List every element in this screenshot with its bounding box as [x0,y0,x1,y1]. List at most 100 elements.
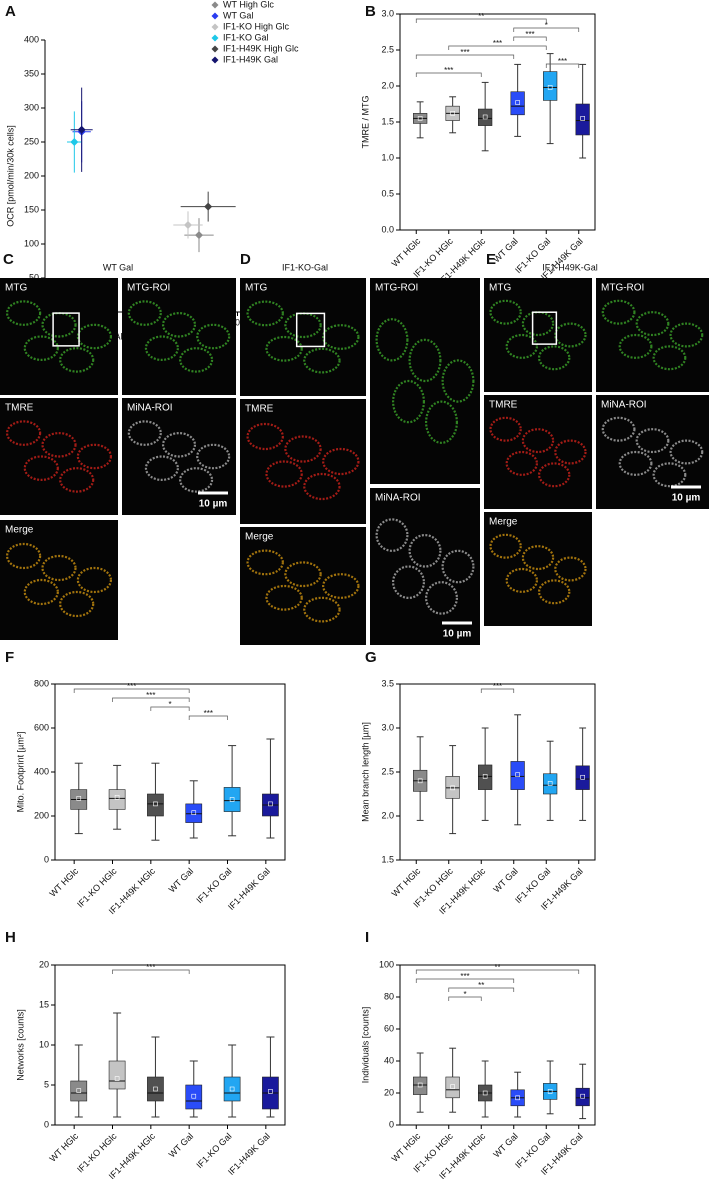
micrograph-tile [484,278,592,392]
cell-signal [635,311,670,337]
cell-signal [521,545,555,571]
legend-label: IF1-KO Gal [223,32,269,42]
mean [547,1089,553,1094]
micrograph-tile [240,399,366,524]
significance-bracket [448,987,515,992]
x-tick-label: WT Gal [491,1131,520,1160]
y-tick-label: 0.0 [381,224,394,234]
plot-frame [54,964,286,1126]
plot-frame [54,683,286,861]
cell-signal [246,300,284,327]
roi-box [295,312,326,348]
cell-signal [537,345,571,371]
box [478,764,493,790]
cell-signal [23,578,59,606]
significance-bracket [415,72,482,77]
y-tick-label: 350 [24,68,39,78]
panel-letter: E [486,251,496,268]
x-tick-label: WT HGlc [47,1131,80,1164]
cell-signal [161,311,197,338]
y-tick-label: 0 [44,1119,49,1129]
tile-label: TMRE [5,403,34,414]
significance-label: *** [558,57,567,66]
y-axis-title: OCR [pmol/min/30k cells] [5,125,15,227]
cell-signal [669,439,704,465]
cell-signal [265,584,303,611]
cell-signal [144,335,179,361]
significance-label: *** [444,66,453,75]
cell-signal [618,333,653,359]
cell-signal [505,567,539,593]
cell-signal [489,533,522,559]
box [147,1076,164,1102]
y-tick-label: 100 [379,959,394,969]
mean [417,778,423,784]
tile-label: MTG-ROI [375,283,418,294]
cell-signal [392,565,426,599]
y-tick-label: 40 [384,1055,394,1065]
cell-signal [441,549,475,584]
cell-signal [554,439,587,465]
panel-letter: B [365,3,376,20]
micrograph-tile [484,395,592,509]
x-tick-label: WT Gal [167,866,196,895]
y-tick-label: 200 [24,170,39,180]
tile-label: TMRE [489,400,518,411]
cell-signal [322,573,360,599]
point [70,138,79,146]
y-tick-label: 0 [389,1119,394,1129]
mean [153,801,158,807]
box [70,1080,88,1102]
y-tick-label: 400 [34,766,49,776]
panel-letter: I [365,929,369,946]
significance-label: *** [204,709,213,718]
mean [191,1093,197,1099]
cell-signal [425,581,459,615]
mean [114,1076,120,1081]
scale-bar-label: 10 µm [672,493,701,504]
micrograph-title: IF1-KO-Gal [282,262,328,272]
significance-bracket [480,688,515,693]
tile-label: MTG [5,283,27,294]
cell-signal [76,443,113,470]
mean [580,774,585,780]
y-axis-title: TMRE / MTG [360,96,370,149]
cell-signal [196,323,231,350]
micrograph-tile [240,527,366,645]
significance-bracket [448,996,482,1001]
tile-label: MiNA-ROI [127,403,173,414]
mean [153,1086,158,1092]
box [543,773,558,795]
y-tick-label: 200 [34,810,49,820]
mean [229,1086,235,1092]
x-tick-label: WT HGlc [47,866,80,899]
mean [450,1084,455,1089]
box [575,1087,590,1107]
cell-signal [669,322,704,348]
mean [268,801,273,807]
y-tick-label: 1.5 [381,116,394,126]
roi-box [531,311,558,345]
cell-signal [76,323,113,350]
cell-signal [652,462,687,488]
cell-signal [505,333,539,359]
legend-marker [211,56,219,64]
y-tick-label: 3.0 [381,722,394,732]
cell-signal [303,472,341,501]
cell-signal [284,561,322,588]
scale-bar-label: 10 µm [199,499,228,510]
mean [76,1088,82,1093]
cell-signal [5,542,42,570]
y-tick-label: 15 [39,999,49,1009]
y-tick-label: 80 [384,991,394,1001]
box [575,103,590,136]
panel-letter: D [240,251,251,268]
box [108,1060,126,1090]
y-axis-title: Mito. Footprint [µm²] [15,732,25,813]
y-tick-label: 10 [39,1039,49,1049]
mean [229,797,235,802]
tile-label: Merge [5,525,34,536]
legend-label: IF1-H49K High Glc [223,43,299,53]
y-tick-label: 150 [24,204,39,214]
